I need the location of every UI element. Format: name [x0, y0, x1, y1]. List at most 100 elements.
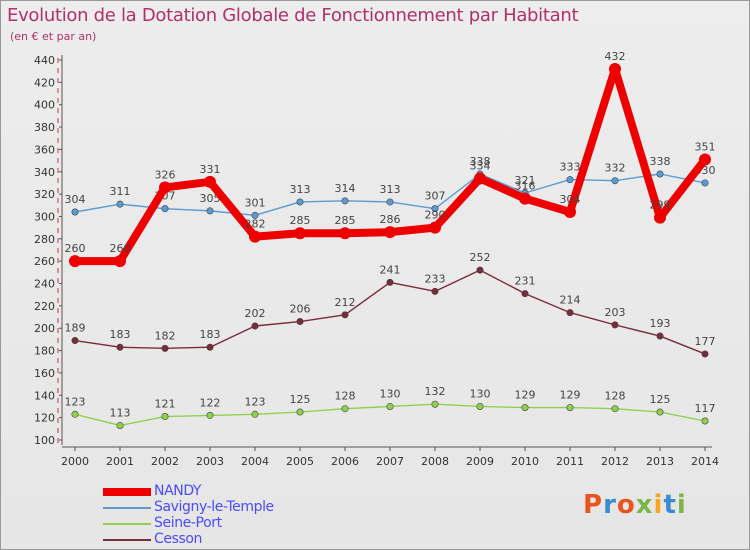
data-point: [116, 200, 124, 208]
data-point: [206, 411, 214, 419]
data-point: [71, 410, 79, 418]
y-tick-label: 240: [34, 278, 55, 291]
x-tick-label: 2009: [466, 455, 494, 468]
data-point: [429, 221, 441, 234]
legend-label: NANDY: [154, 483, 202, 499]
data-point: [341, 311, 349, 319]
data-label: 305: [200, 192, 221, 205]
data-label: 128: [335, 390, 356, 403]
data-label: 129: [560, 389, 581, 402]
data-label: 338: [650, 155, 671, 168]
data-point: [341, 197, 349, 205]
legend-label: Seine-Port: [154, 515, 222, 531]
y-tick-label: 340: [34, 166, 55, 179]
y-tick-label: 360: [34, 143, 55, 156]
x-tick-label: 2001: [106, 455, 134, 468]
y-tick-label: 260: [34, 255, 55, 268]
data-point: [656, 408, 664, 416]
data-label: 183: [110, 328, 131, 341]
data-label: 313: [380, 183, 401, 196]
x-tick-label: 2010: [511, 455, 539, 468]
data-point: [251, 322, 259, 330]
y-tick-label: 380: [34, 121, 55, 134]
data-point: [384, 226, 396, 239]
y-tick-label: 280: [34, 233, 55, 246]
data-point: [339, 227, 351, 240]
data-point: [611, 405, 619, 413]
data-point: [386, 198, 394, 206]
chart-title: Evolution de la Dotation Globale de Fonc…: [7, 5, 579, 26]
data-point: [699, 153, 711, 166]
data-point: [656, 170, 664, 178]
data-point: [296, 198, 304, 206]
data-point: [71, 208, 79, 216]
data-label: 182: [155, 329, 176, 342]
x-tick-label: 2005: [286, 455, 314, 468]
data-point: [204, 175, 216, 188]
data-label: 351: [695, 140, 716, 153]
data-point: [251, 410, 259, 418]
data-label: 311: [110, 185, 131, 198]
data-point: [521, 404, 529, 412]
data-label: 129: [515, 389, 536, 402]
data-point: [566, 176, 574, 184]
y-tick-label: 320: [34, 188, 55, 201]
data-label: 304: [65, 193, 86, 206]
data-label: 334: [470, 159, 491, 172]
data-label: 338: [470, 155, 491, 168]
data-point: [611, 321, 619, 329]
data-point: [609, 62, 621, 75]
x-tick-label: 2000: [61, 455, 89, 468]
data-label: 314: [335, 182, 356, 195]
data-label: 193: [650, 317, 671, 330]
data-label: 332: [605, 162, 626, 175]
data-point: [431, 400, 439, 408]
data-label: 333: [560, 161, 581, 174]
data-label: 123: [65, 395, 86, 408]
data-label: 233: [425, 272, 446, 285]
data-label: 285: [335, 214, 356, 227]
data-point: [386, 278, 394, 286]
data-label: 206: [290, 303, 311, 316]
data-point: [656, 332, 664, 340]
data-point: [701, 179, 709, 187]
data-label: 177: [695, 335, 716, 348]
data-point: [159, 181, 171, 194]
legend-label: Cesson: [154, 531, 203, 547]
x-tick-label: 2007: [376, 455, 404, 468]
x-tick-label: 2006: [331, 455, 359, 468]
data-point: [701, 350, 709, 358]
data-label: 128: [605, 390, 626, 403]
data-point: [116, 421, 124, 429]
data-label: 316: [515, 180, 536, 193]
data-point: [566, 404, 574, 412]
data-point: [519, 192, 531, 205]
data-point: [701, 417, 709, 425]
x-tick-label: 2003: [196, 455, 224, 468]
data-label: 202: [245, 307, 266, 320]
data-point: [206, 207, 214, 215]
data-point: [476, 266, 484, 274]
data-label: 301: [245, 196, 266, 209]
logo-letter: t: [663, 490, 677, 520]
data-point: [611, 177, 619, 185]
data-label: 331: [200, 163, 221, 176]
data-label: 123: [245, 395, 266, 408]
data-label: 189: [65, 322, 86, 335]
data-point: [161, 413, 169, 421]
data-label: 121: [155, 398, 176, 411]
logo-letter: o: [616, 490, 636, 520]
x-tick-label: 2011: [556, 455, 584, 468]
y-tick-label: 120: [34, 412, 55, 425]
data-point: [474, 172, 486, 185]
logo-letter: x: [635, 490, 654, 520]
y-tick-label: 200: [34, 322, 55, 335]
data-label: 260: [65, 242, 86, 255]
y-tick-label: 160: [34, 367, 55, 380]
x-tick-label: 2012: [601, 455, 629, 468]
x-tick-label: 2004: [241, 455, 269, 468]
data-label: 122: [200, 396, 221, 409]
data-label: 304: [560, 193, 581, 206]
data-label: 231: [515, 275, 536, 288]
